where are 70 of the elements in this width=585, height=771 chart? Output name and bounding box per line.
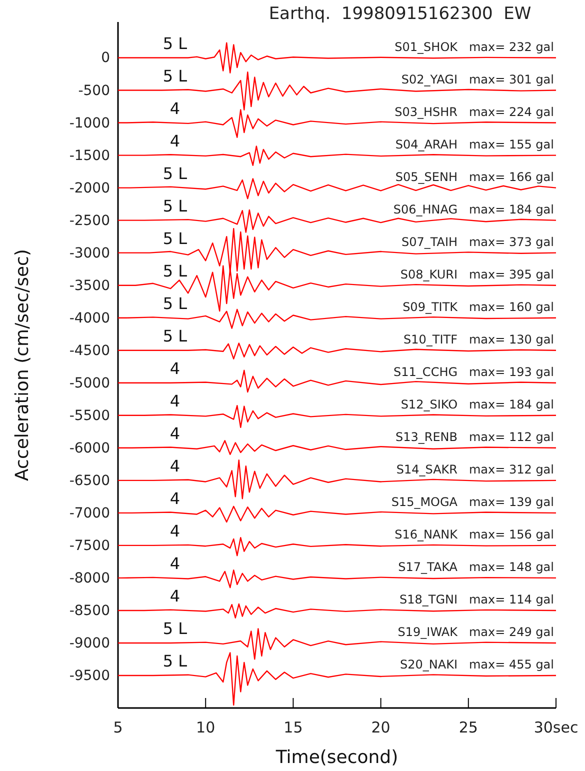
y-tick-label: -1000 [69, 115, 110, 132]
x-axis-title: Time(second) [274, 747, 398, 768]
y-tick-label: -2000 [69, 180, 110, 196]
annotation: 5 L [162, 651, 188, 670]
series-label: S06_HNAG max= 184 gal [393, 202, 554, 216]
y-axis-title: Acceleration (cm/sec/sec) [12, 249, 33, 481]
series-label: S18_TGNI max= 114 gal [399, 592, 554, 606]
series-label: S08_KURI max= 395 gal [400, 267, 554, 282]
annotation: 4 [170, 488, 180, 508]
annotation: 4 [170, 521, 180, 540]
x-tick-label: 5 [113, 718, 123, 737]
annotation: 5 L [162, 228, 188, 248]
annotation: 4 [170, 456, 180, 476]
annotation: 5 L [162, 294, 188, 313]
series-label: S20_NAKI max= 455 gal [400, 657, 554, 672]
series-label: S07_TAIH max= 373 gal [401, 234, 554, 249]
series-label: S09_TITK max= 160 gal [402, 300, 554, 314]
series-label: S01_SHOK max= 232 gal [394, 40, 554, 54]
series-label: S16_NANK max= 156 gal [394, 527, 554, 542]
series-label: S03_HSHR max= 224 gal [394, 104, 554, 119]
y-tick-label: -3000 [69, 245, 110, 262]
y-tick-label: -7000 [69, 505, 110, 522]
y-tick-label: -6000 [69, 440, 110, 456]
x-tick-label: 20 [371, 718, 390, 737]
y-tick-label: -5000 [69, 375, 110, 392]
annotation: 4 [170, 424, 180, 443]
series-label: S12_SIKO max= 184 gal [400, 397, 554, 412]
series-label: S11_CCHG max= 193 gal [394, 364, 554, 379]
annotation: 5 L [162, 196, 188, 216]
y-tick-label: -2500 [69, 212, 110, 229]
y-tick-label: -6500 [69, 472, 110, 489]
y-tick-label: 0 [101, 50, 110, 66]
y-tick-label: -9500 [69, 668, 110, 684]
x-tick-label: 15 [284, 718, 303, 737]
annotation: 4 [170, 391, 180, 410]
annotation: 5 L [162, 261, 188, 280]
annotation: 5 L [162, 618, 188, 638]
x-tick-label: 25 [458, 718, 478, 737]
x-tick-label: 30sec [534, 718, 578, 737]
series-label: S05_SENH max= 166 gal [395, 170, 554, 184]
annotation: 4 [170, 586, 180, 606]
series-label: S19_IWAK max= 249 gal [398, 624, 554, 639]
annotation: 5 L [162, 66, 188, 86]
annotation: 4 [170, 358, 180, 378]
y-tick-label: -5500 [69, 408, 110, 424]
y-tick-label: -9000 [69, 635, 110, 652]
annotation: 5 L [162, 164, 188, 183]
series-label: S14_SAKR max= 312 gal [396, 462, 554, 476]
y-tick-label: -500 [78, 82, 110, 99]
y-tick-label: -7500 [69, 538, 110, 554]
annotation: 4 [170, 554, 180, 573]
y-tick-label: -4000 [69, 310, 110, 326]
line-series [117, 652, 557, 706]
y-tick-label: -3500 [69, 278, 110, 294]
y-tick-label: -8500 [69, 602, 110, 619]
x-tick-label: 10 [196, 718, 216, 737]
chart-title: Earthq. 19980915162300 EW [268, 4, 532, 24]
series-label: S15_MOGA max= 139 gal [391, 494, 554, 509]
annotation: 4 [170, 131, 180, 150]
y-tick-label: -1500 [69, 148, 110, 164]
series-label: S10_TITF max= 130 gal [404, 332, 554, 346]
series-label: S04_ARAH max= 155 gal [395, 137, 554, 152]
series-label: S17_TAKA max= 148 gal [398, 560, 554, 574]
annotation: 4 [170, 98, 180, 118]
y-tick-label: -8000 [69, 570, 110, 586]
annotation: 5 L [162, 34, 188, 53]
annotation: 5 L [162, 326, 188, 346]
y-tick-label: -4500 [69, 342, 110, 359]
series-label: S13_RENB max= 112 gal [396, 430, 554, 444]
series-label: S02_YAGI max= 301 gal [401, 72, 554, 86]
